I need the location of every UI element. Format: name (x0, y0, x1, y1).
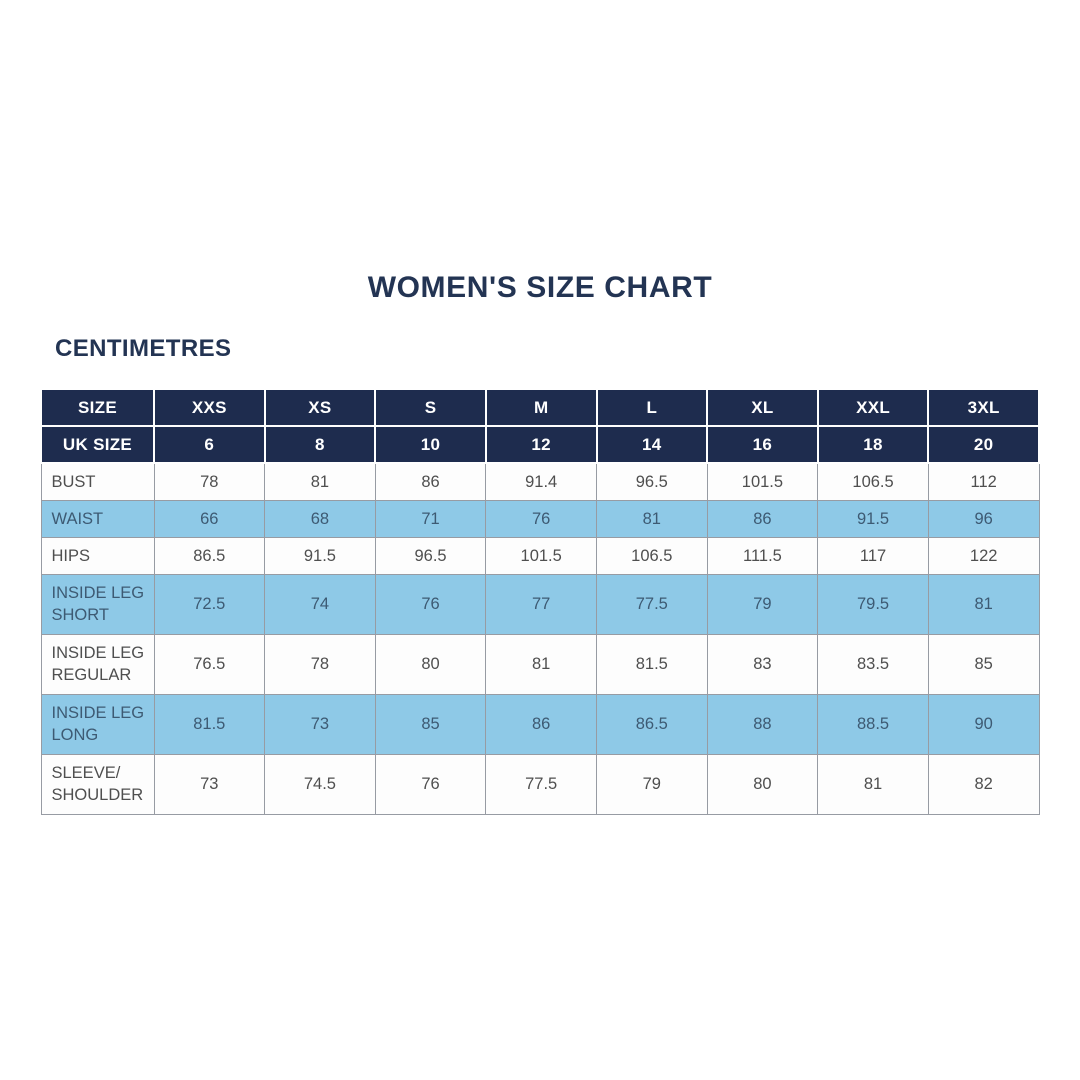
value-cell: 81 (817, 753, 929, 815)
header-size-cell: S (374, 388, 487, 427)
value-cell: 81.5 (596, 633, 708, 695)
value-cell: 96 (927, 499, 1040, 538)
value-cell: 122 (927, 536, 1040, 575)
value-cell: 81 (264, 462, 376, 501)
value-cell: 77.5 (596, 573, 708, 635)
value-cell: 85 (927, 633, 1040, 695)
header-label-cell: UK SIZE (40, 425, 155, 464)
value-cell: 96.5 (374, 536, 487, 575)
value-cell: 86 (706, 499, 819, 538)
value-cell: 81.5 (153, 693, 266, 755)
value-cell: 88.5 (817, 693, 929, 755)
value-cell: 86.5 (153, 536, 266, 575)
header-size-cell: XS (263, 388, 377, 427)
value-cell: 90 (927, 693, 1040, 755)
units-label: CENTIMETRES (55, 335, 232, 362)
value-cell: 79 (706, 573, 819, 635)
header-size-cell: 12 (484, 425, 598, 464)
value-cell: 73 (153, 753, 266, 815)
value-cell: 76.5 (153, 633, 266, 695)
value-cell: 81 (927, 573, 1040, 635)
value-cell: 91.5 (817, 499, 929, 538)
value-cell: 83 (706, 633, 819, 695)
value-cell: 111.5 (706, 536, 819, 575)
value-cell: 80 (706, 753, 819, 815)
row-label-cell: WAIST (40, 499, 155, 538)
value-cell: 86 (485, 693, 597, 755)
header-size-cell: XXL (816, 388, 930, 427)
header-size-cell: 10 (374, 425, 487, 464)
value-cell: 76 (374, 753, 487, 815)
value-cell: 117 (817, 536, 929, 575)
value-cell: 74.5 (264, 753, 376, 815)
value-cell: 77.5 (485, 753, 597, 815)
header-size-cell: 20 (927, 425, 1040, 464)
value-cell: 73 (264, 693, 376, 755)
value-cell: 106.5 (817, 462, 929, 501)
value-cell: 72.5 (153, 573, 266, 635)
table-body: BUST 78 81 86 91.4 96.5 101.5 106.5 112 WAIST 66 68… (40, 462, 1040, 815)
header-size-cell: XXS (153, 388, 266, 427)
value-cell: 101.5 (485, 536, 597, 575)
page-title: WOMEN'S SIZE CHART (367, 271, 713, 304)
row-label-cell: INSIDE LEG LONG (40, 693, 155, 755)
table-row: BUST 78 81 86 91.4 96.5 101.5 106.5 112 (40, 462, 1040, 501)
table-row: WAIST 66 68 71 76 81 86 91.5 96 (40, 499, 1040, 538)
row-label-cell: BUST (40, 462, 155, 501)
value-cell: 78 (264, 633, 376, 695)
value-cell: 66 (153, 499, 266, 538)
size-chart-table: SIZE XXS XS S M L XL XXL 3XL UK SIZE 6 8 10 12 14 16 18 2… (40, 388, 1040, 815)
value-cell: 81 (485, 633, 597, 695)
value-cell: 79.5 (817, 573, 929, 635)
value-cell: 79 (596, 753, 708, 815)
value-cell: 76 (374, 573, 487, 635)
header-size-cell: 3XL (927, 388, 1040, 427)
table-row: SLEEVE/SHOULDER 73 74.5 76 77.5 79 80 81 82 (40, 753, 1040, 815)
value-cell: 81 (596, 499, 708, 538)
header-size-cell: 18 (816, 425, 930, 464)
value-cell: 91.5 (264, 536, 376, 575)
row-label-cell: SLEEVE/SHOULDER (40, 753, 155, 815)
value-cell: 88 (706, 693, 819, 755)
header-size-cell: 6 (153, 425, 266, 464)
value-cell: 101.5 (706, 462, 819, 501)
value-cell: 82 (927, 753, 1040, 815)
value-cell: 71 (374, 499, 487, 538)
value-cell: 78 (153, 462, 266, 501)
row-label-cell: HIPS (40, 536, 155, 575)
row-label-cell: INSIDE LEG REGULAR (40, 633, 155, 695)
header-size-cell: XL (706, 388, 819, 427)
row-label-cell: INSIDE LEG SHORT (40, 573, 155, 635)
header-size-cell: 16 (706, 425, 819, 464)
value-cell: 86 (374, 462, 487, 501)
value-cell: 112 (927, 462, 1040, 501)
value-cell: 96.5 (596, 462, 708, 501)
header-size-cell: 14 (595, 425, 709, 464)
value-cell: 91.4 (485, 462, 597, 501)
table-row: INSIDE LEG SHORT 72.5 74 76 77 77.5 79 79.5 81 (40, 573, 1040, 635)
value-cell: 77 (485, 573, 597, 635)
header-row-size: SIZE XXS XS S M L XL XXL 3XL (40, 388, 1040, 427)
value-cell: 68 (264, 499, 376, 538)
value-cell: 80 (374, 633, 487, 695)
table-row: INSIDE LEG REGULAR 76.5 78 80 81 81.5 83 83.5 85 (40, 633, 1040, 695)
header-row-uk-size: UK SIZE 6 8 10 12 14 16 18 20 (40, 425, 1040, 464)
header-size-cell: M (484, 388, 598, 427)
value-cell: 83.5 (817, 633, 929, 695)
table-header: SIZE XXS XS S M L XL XXL 3XL UK SIZE 6 8 10 12 14 16 18 2… (40, 388, 1040, 464)
header-size-cell: L (595, 388, 709, 427)
table-row: HIPS 86.5 91.5 96.5 101.5 106.5 111.5 117 122 (40, 536, 1040, 575)
header-label-cell: SIZE (40, 388, 155, 427)
header-size-cell: 8 (263, 425, 377, 464)
value-cell: 85 (374, 693, 487, 755)
value-cell: 106.5 (596, 536, 708, 575)
table-row: INSIDE LEG LONG 81.5 73 85 86 86.5 88 88.5 90 (40, 693, 1040, 755)
value-cell: 76 (485, 499, 597, 538)
value-cell: 86.5 (596, 693, 708, 755)
value-cell: 74 (264, 573, 376, 635)
